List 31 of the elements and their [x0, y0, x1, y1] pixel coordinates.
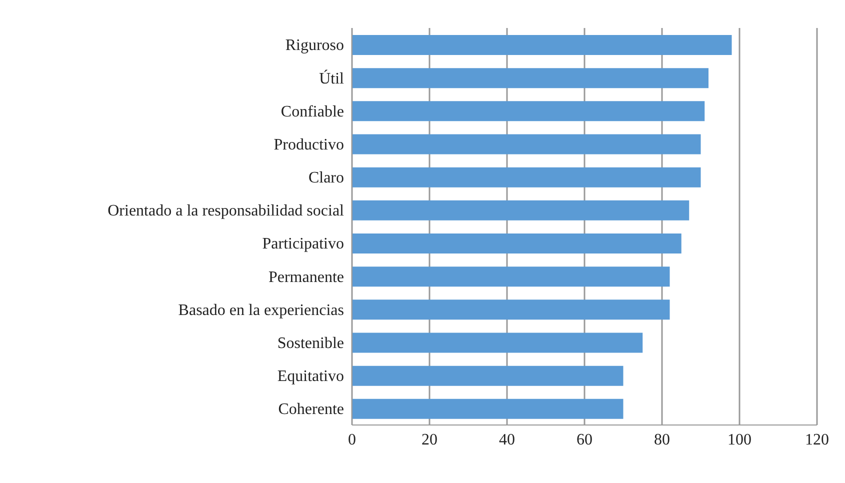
- bar: [352, 35, 732, 55]
- bar: [352, 101, 705, 122]
- y-tick-label: Productivo: [274, 136, 344, 154]
- y-tick-label: Sostenible: [277, 334, 344, 352]
- y-tick-label: Claro: [308, 170, 344, 187]
- x-tick-label: 40: [499, 431, 515, 448]
- bar: [352, 300, 670, 320]
- y-tick-label: Riguroso: [285, 37, 344, 54]
- x-tick-label: 60: [576, 431, 592, 448]
- y-tick-label: Coherente: [278, 401, 344, 418]
- bar: [352, 266, 670, 287]
- y-tick-label: Permanente: [268, 268, 344, 286]
- bar: [352, 398, 624, 419]
- y-tick-label: Equitativo: [277, 368, 344, 386]
- y-tick-label: Útil: [319, 69, 345, 88]
- y-tick-label: Confiable: [280, 103, 344, 120]
- bar: [352, 234, 682, 254]
- x-tick-label: 0: [348, 431, 356, 448]
- bar: [352, 68, 708, 88]
- y-tick-label: Basado en la experiencias: [178, 302, 344, 319]
- x-tick-label: 120: [805, 431, 829, 448]
- bar: [352, 200, 690, 220]
- x-tick-label: 100: [728, 431, 752, 448]
- bar: [352, 332, 643, 353]
- y-tick-label: Orientado a la responsabilidad social: [108, 202, 345, 220]
- y-tick-label: Participativo: [262, 236, 344, 253]
- x-tick-label: 80: [654, 431, 670, 448]
- bar: [352, 134, 701, 154]
- bar: [352, 167, 701, 188]
- x-tick-label: 20: [422, 431, 438, 448]
- bar: [352, 366, 624, 386]
